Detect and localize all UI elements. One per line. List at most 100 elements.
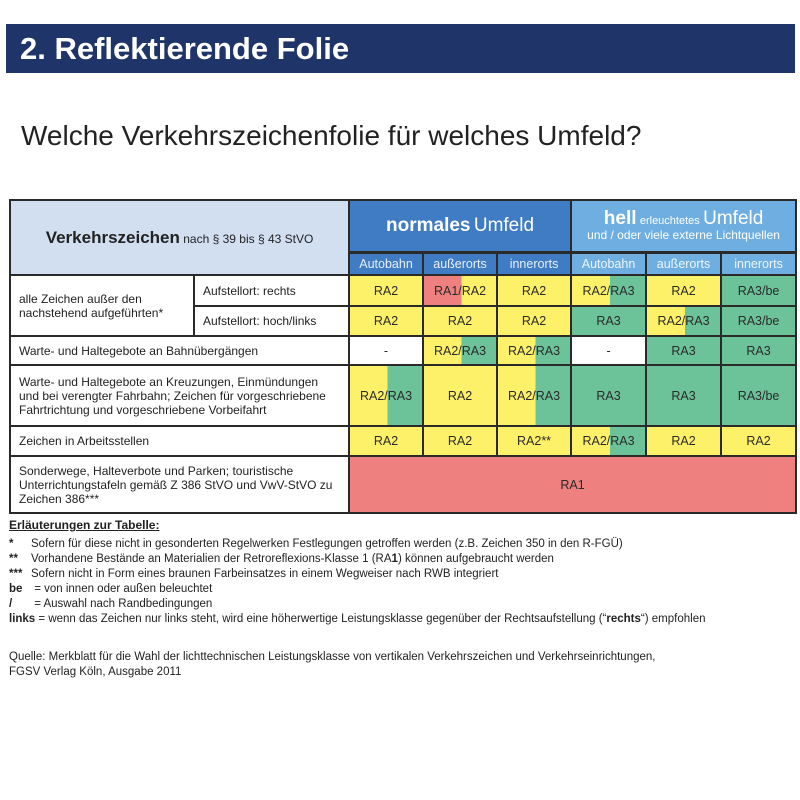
cell-value: RA2 <box>671 434 696 448</box>
cell-value: RA2 <box>447 388 473 403</box>
table-cell: RA2/RA3 <box>422 335 499 366</box>
table-cell: RA2/RA3 <box>645 305 723 337</box>
row-label-all-signs: alle Zeichen außer den nachstehend aufge… <box>9 274 195 337</box>
cell-value: RA3 <box>596 388 621 403</box>
table-cell: RA2 <box>422 364 499 427</box>
cell-value: - <box>383 343 389 358</box>
table-cell: - <box>570 335 648 366</box>
source: Quelle: Merkblatt für die Wahl der licht… <box>9 650 655 680</box>
column-header-5: innerorts <box>720 250 798 276</box>
table-cell: RA2 <box>720 425 798 457</box>
table-cell: RA3/be <box>720 274 798 307</box>
table-cell: RA3 <box>645 364 723 427</box>
table-cell: RA2/RA3 <box>496 335 573 366</box>
cell-value: RA2 <box>521 314 547 328</box>
notes: Erläuterungen zur Tabelle: * Sofern für d… <box>9 518 705 627</box>
table-cell: RA2** <box>496 425 573 457</box>
cell-value: RA2 <box>671 283 696 298</box>
cell-value: RA2/RA3 <box>359 388 413 403</box>
table-cell: RA3 <box>570 305 648 337</box>
row-label-railway: Warte- und Haltegebote an Bahnübergängen <box>8 335 351 366</box>
note-text: Sofern für diese nicht in gesonderten Re… <box>31 538 623 550</box>
note-text: ) können aufgebraucht werden <box>397 553 554 565</box>
cell-value: RA2 <box>373 434 399 448</box>
note-item: / = Auswahl nach Randbedingungen <box>9 597 705 612</box>
cell-value: RA1 <box>560 477 585 492</box>
cell-value: RA2/RA3 <box>507 388 561 403</box>
group-bright-big: Umfeld <box>703 208 764 230</box>
source-line-1: Quelle: Merkblatt für die Wahl der licht… <box>9 651 656 663</box>
note-text: = wenn das Zeichen nur links steht, wird… <box>35 613 607 625</box>
cell-value: RA2 <box>521 283 547 298</box>
group-normal-bold: normales <box>386 214 471 236</box>
table-cell: RA2/RA3 <box>348 364 425 427</box>
row-label-junctions: Warte- und Haltegebote an Kreuzungen, Ei… <box>8 364 351 427</box>
row-label-special: Sonderwege, Halteverbote und Parken; tou… <box>8 455 351 514</box>
foil-table: Verkehrszeichen nach § 39 bis § 43 StVO … <box>8 199 798 514</box>
cell-value: RA2/RA3 <box>507 343 561 358</box>
column-header-0: Autobahn <box>348 250 425 276</box>
note-text: = von innen oder außen beleuchtet <box>31 583 213 595</box>
section-title: 2. Reflektierende Folie <box>6 24 795 73</box>
group-bright-header: hell erleuchtetes Umfeld und / oder viel… <box>570 199 798 253</box>
column-header-3: Autobahn <box>570 250 648 276</box>
cell-value: RA2 <box>373 314 399 328</box>
table-cell: RA3 <box>570 364 648 427</box>
row-label-right: Aufstellort: rechts <box>192 274 351 307</box>
cell-value: RA2/RA3 <box>582 434 635 448</box>
table-cell: RA2/RA3 <box>496 364 573 427</box>
note-text: rechts <box>606 613 641 625</box>
notes-heading: Erläuterungen zur Tabelle: <box>9 518 160 532</box>
row-label-workzones: Zeichen in Arbeitsstellen <box>8 425 351 457</box>
cell-value: RA3/be <box>737 388 780 403</box>
note-marker: be <box>9 583 23 595</box>
column-header-4: außerorts <box>645 250 723 276</box>
note-text: 1 <box>391 553 398 565</box>
page-subtitle: Welche Verkehrszeichenfolie für welches … <box>21 120 642 151</box>
note-item: ** Vorhandene Bestände an Materialien der… <box>9 552 705 567</box>
left-header: Verkehrszeichen nach § 39 bis § 43 StVO <box>8 199 351 276</box>
group-bright-bold: hell <box>603 208 637 230</box>
source-line-2: FGSV Verlag Köln, Ausgabe 2011 <box>9 666 182 678</box>
note-marker: ** <box>9 553 18 565</box>
note-text: Sofern nicht in Form eines braunen Farbe… <box>31 568 499 580</box>
table-cell: RA2/RA3 <box>570 274 648 307</box>
table-cell: RA3/be <box>720 305 798 337</box>
cell-value: - <box>606 343 611 358</box>
note-item: * Sofern für diese nicht in gesonderten R… <box>9 537 705 552</box>
table-cell: RA2 <box>348 425 425 457</box>
left-header-bold: Verkehrszeichen <box>45 227 180 247</box>
cell-value: RA2/RA3 <box>582 283 635 298</box>
note-marker: links <box>9 613 36 625</box>
column-header-2: innerorts <box>496 250 573 276</box>
table-cell: RA2 <box>422 425 499 457</box>
group-normal-header: normales Umfeld <box>348 199 573 253</box>
cell-value: RA2 <box>447 314 473 328</box>
cell-value: RA3 <box>746 343 771 358</box>
cell-value: RA3/be <box>737 283 780 298</box>
note-marker: *** <box>9 568 23 580</box>
table-cell: RA1/RA2 <box>422 274 499 307</box>
cell-value: RA2** <box>517 434 552 448</box>
cell-value: RA2 <box>746 434 771 448</box>
cell-value: RA2/RA3 <box>433 343 487 358</box>
group-bright-line2: und / oder viele externe Lichtquellen <box>587 228 780 243</box>
table-cell: - <box>348 335 425 366</box>
cell-value: RA3 <box>671 388 696 403</box>
note-marker: * <box>9 538 14 550</box>
table-cell: RA2 <box>496 274 573 307</box>
table-cell: RA2 <box>645 274 723 307</box>
table-cell: RA2 <box>348 305 425 337</box>
column-header-1: außerorts <box>422 250 499 276</box>
note-item: links = wenn das Zeichen nur links steht… <box>9 612 705 627</box>
table-cell: RA2/RA3 <box>570 425 648 457</box>
note-item: be = von innen oder außen beleuchtet <box>9 582 705 597</box>
table-cell: RA3 <box>720 335 798 366</box>
note-text: = Auswahl nach Randbedingungen <box>31 598 213 610</box>
cell-value: RA3 <box>596 314 621 328</box>
table-cell: RA1 <box>348 455 798 514</box>
table-cell: RA3/be <box>720 364 798 427</box>
group-normal-rest: Umfeld <box>473 214 535 236</box>
row-label-high-left: Aufstellort: hoch/links <box>192 305 351 337</box>
cell-value: RA2 <box>373 283 399 298</box>
